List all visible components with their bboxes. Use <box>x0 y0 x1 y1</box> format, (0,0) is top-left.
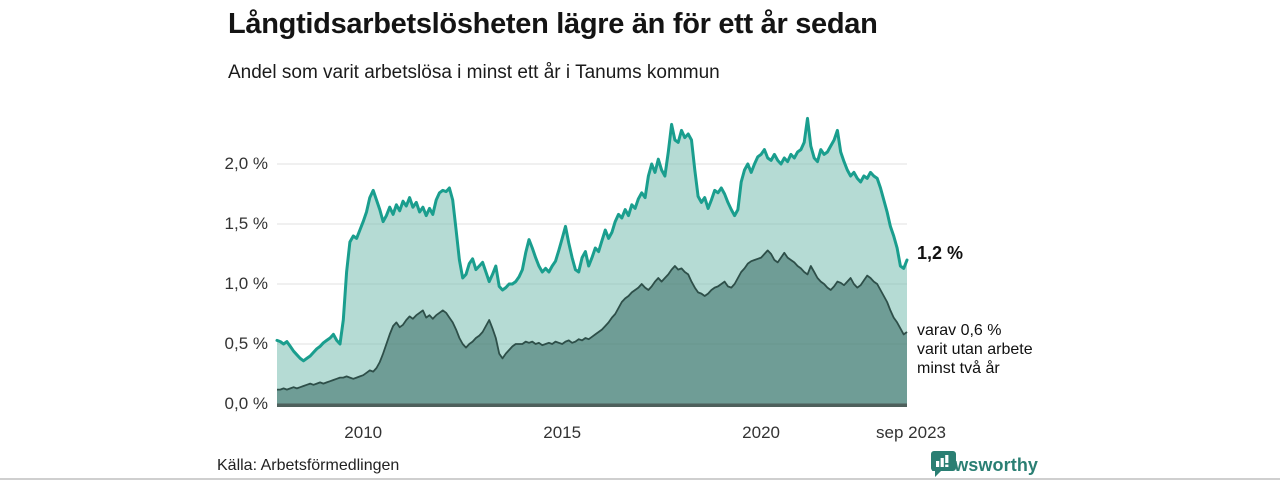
total-line <box>275 116 909 363</box>
dark-series-annotation: varav 0,6 % varit utan arbete minst två … <box>917 321 1033 378</box>
dark-annotation-line1: varav 0,6 % <box>917 322 1002 339</box>
newsworthy-logo: Newsworthy <box>931 451 1039 478</box>
two-year-line <box>277 249 908 391</box>
y-axis-label: 1,5 % <box>224 214 268 233</box>
y-axis-label: 1,0 % <box>224 274 268 293</box>
dark-annotation-line2: varit utan arbete <box>917 341 1033 358</box>
x-axis-label: 2010 <box>344 423 383 442</box>
dark-annotation-line3: minst två år <box>917 360 1000 377</box>
y-axis-label: 2,0 % <box>224 154 268 173</box>
newsworthy-bubble-chart-icon <box>931 451 956 477</box>
two-year-area <box>277 250 907 404</box>
newsworthy-wordmark: Newsworthy <box>931 454 1039 475</box>
y-axis-label: 0,5 % <box>224 334 268 353</box>
x-axis-label: sep 2023 <box>876 423 946 442</box>
chart-title: Långtidsarbetslösheten lägre än för ett … <box>228 8 878 40</box>
x-axis-label: 2015 <box>543 423 582 442</box>
y-axis-label: 0,0 % <box>224 394 268 413</box>
x-axis-line <box>277 403 907 407</box>
chart-subtitle: Andel som varit arbetslösa i minst ett å… <box>228 62 720 83</box>
x-axis-label: 2020 <box>742 423 781 442</box>
source-credit: Källa: Arbetsförmedlingen <box>217 457 400 474</box>
latest-value-label: 1,2 % <box>917 243 964 263</box>
